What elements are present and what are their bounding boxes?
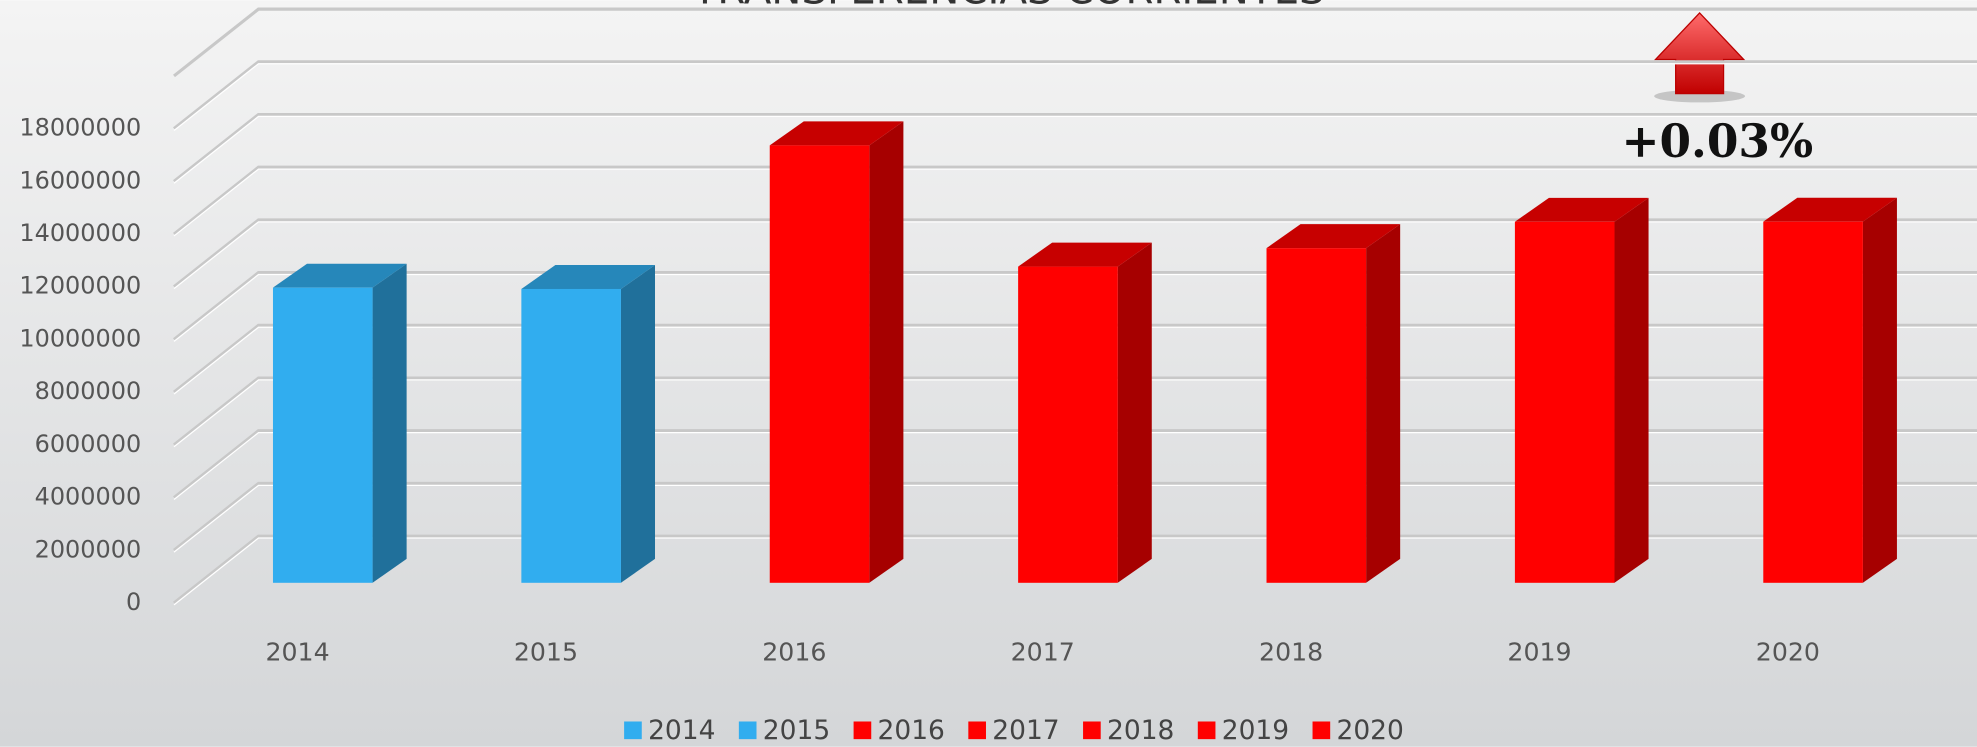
- legend-label: 2016: [878, 715, 945, 746]
- bar: [1266, 248, 1367, 583]
- x-tick-label: 2014: [265, 637, 329, 666]
- bar-side: [1862, 197, 1897, 583]
- y-tick-label: 12000000: [19, 272, 141, 300]
- bar-top: [1266, 224, 1401, 249]
- legend-swatch: [1083, 721, 1101, 740]
- grid-line: [173, 481, 1977, 552]
- y-tick-label: 14000000: [19, 219, 141, 247]
- bar-side: [869, 121, 904, 583]
- bar-top: [521, 265, 656, 289]
- legend-swatch: [1197, 721, 1216, 740]
- bar-side: [1614, 197, 1649, 583]
- grid-line: [173, 165, 1977, 236]
- bar: [272, 287, 373, 583]
- legend-swatch: [1312, 721, 1331, 740]
- legend-swatch: [853, 721, 872, 740]
- grid-line-highlight: [173, 168, 1977, 237]
- grid-line-highlight: [173, 273, 1977, 342]
- grid-line: [173, 534, 1977, 605]
- bar-top: [1018, 242, 1152, 267]
- x-tick-label: 2020: [1756, 637, 1820, 666]
- grid-line: [173, 112, 1977, 183]
- grid-line-highlight: [173, 63, 1977, 132]
- bar: [1763, 221, 1863, 583]
- bar-top: [1763, 197, 1897, 222]
- axis-top: [173, 7, 1977, 78]
- y-tick-label: 6000000: [35, 430, 142, 458]
- legend-swatch: [968, 721, 986, 740]
- grid-line-highlight: [173, 115, 1977, 184]
- annotation: +0.03%: [1621, 114, 1813, 168]
- y-tick-label: 8000000: [35, 377, 142, 405]
- grid-line-highlight: [173, 484, 1977, 553]
- grid-line-highlight: [173, 221, 1977, 290]
- x-tick-label: 2015: [514, 637, 578, 666]
- bar-side: [1117, 242, 1152, 583]
- legend-label: 2020: [1336, 715, 1403, 746]
- y-tick-label: 16000000: [19, 166, 141, 194]
- bar-top: [769, 121, 904, 146]
- bar-side: [1366, 224, 1401, 583]
- bar: [1018, 266, 1118, 583]
- bar-top: [272, 263, 407, 288]
- y-tick-label: 10000000: [19, 324, 141, 352]
- bar-top: [1514, 197, 1649, 222]
- legend-label: 2018: [1107, 715, 1174, 746]
- x-tick-label: 2016: [762, 637, 826, 666]
- y-tick-label: 0: [126, 588, 141, 616]
- legend-label: 2015: [763, 715, 830, 746]
- y-tick-label: 4000000: [35, 483, 142, 511]
- chart-title: TRANSFERENCIAS CORRIENTES: [692, 0, 1325, 14]
- legend-label: 2017: [992, 715, 1059, 746]
- grid-line: [173, 323, 1977, 394]
- legend-label: 2014: [648, 715, 715, 746]
- grid-line: [173, 218, 1977, 288]
- grid-line: [173, 376, 1977, 447]
- bar-side: [372, 263, 407, 583]
- x-tick-label: 2017: [1011, 637, 1075, 666]
- legend-label: 2019: [1222, 715, 1289, 746]
- y-tick-label: 2000000: [35, 535, 142, 563]
- legend-swatch: [738, 721, 757, 740]
- bar: [521, 288, 621, 583]
- legend-swatch: [624, 721, 642, 740]
- grid-line-highlight: [173, 537, 1977, 606]
- y-tick-label: 18000000: [19, 114, 141, 142]
- up-arrow: [1654, 11, 1746, 103]
- x-tick-label: 2018: [1259, 637, 1323, 666]
- grid-line: [173, 60, 1977, 130]
- bar: [769, 145, 870, 583]
- grid-line-highlight: [173, 326, 1977, 395]
- bar-side: [620, 265, 656, 583]
- grid-line: [173, 271, 1977, 341]
- grid-line: [173, 429, 1977, 499]
- x-tick-label: 2019: [1507, 637, 1571, 666]
- grid-line-highlight: [173, 379, 1977, 448]
- grid-line-highlight: [173, 432, 1977, 500]
- bar: [1514, 221, 1615, 583]
